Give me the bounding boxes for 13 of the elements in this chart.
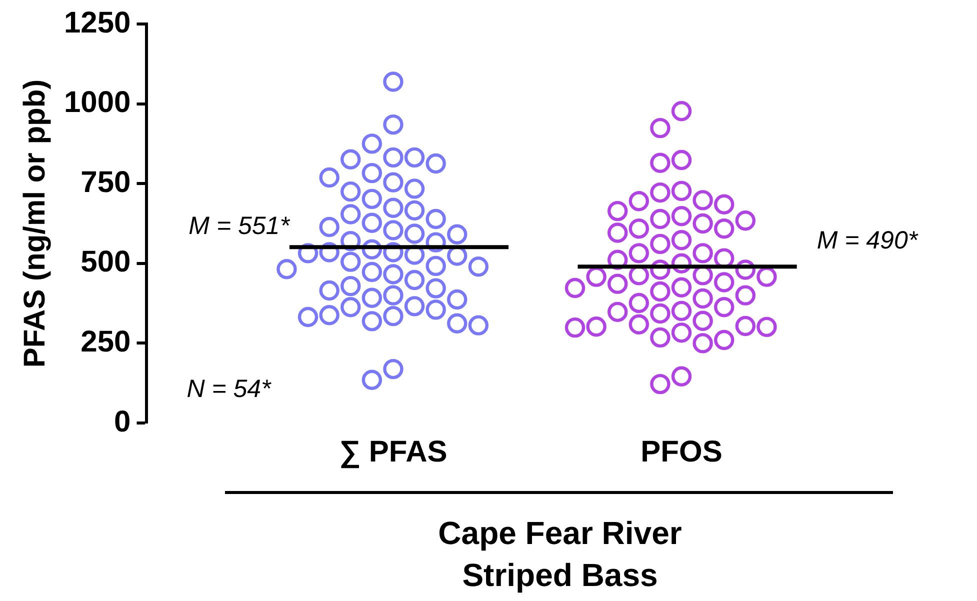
x-tick-label: PFOS	[640, 435, 722, 468]
x-tick-label: ∑ PFAS	[339, 435, 448, 468]
y-tick-label: 750	[80, 166, 131, 199]
y-tick-label: 1250	[64, 6, 131, 40]
ref-line-label: M = 490*	[816, 226, 919, 255]
x-axis-title: Cape Fear River Striped Bass	[437, 514, 683, 595]
ref-line-label: M = 551*	[188, 212, 291, 240]
y-tick-label: 500	[80, 246, 131, 279]
y-tick-label: 1000	[64, 86, 131, 120]
y-tick-label: 0	[114, 405, 131, 438]
y-tick-label: 250	[80, 325, 131, 358]
annotation: N = 54*	[186, 374, 272, 403]
y-axis-title: PFAS (ng/ml or ppb)	[18, 79, 52, 368]
